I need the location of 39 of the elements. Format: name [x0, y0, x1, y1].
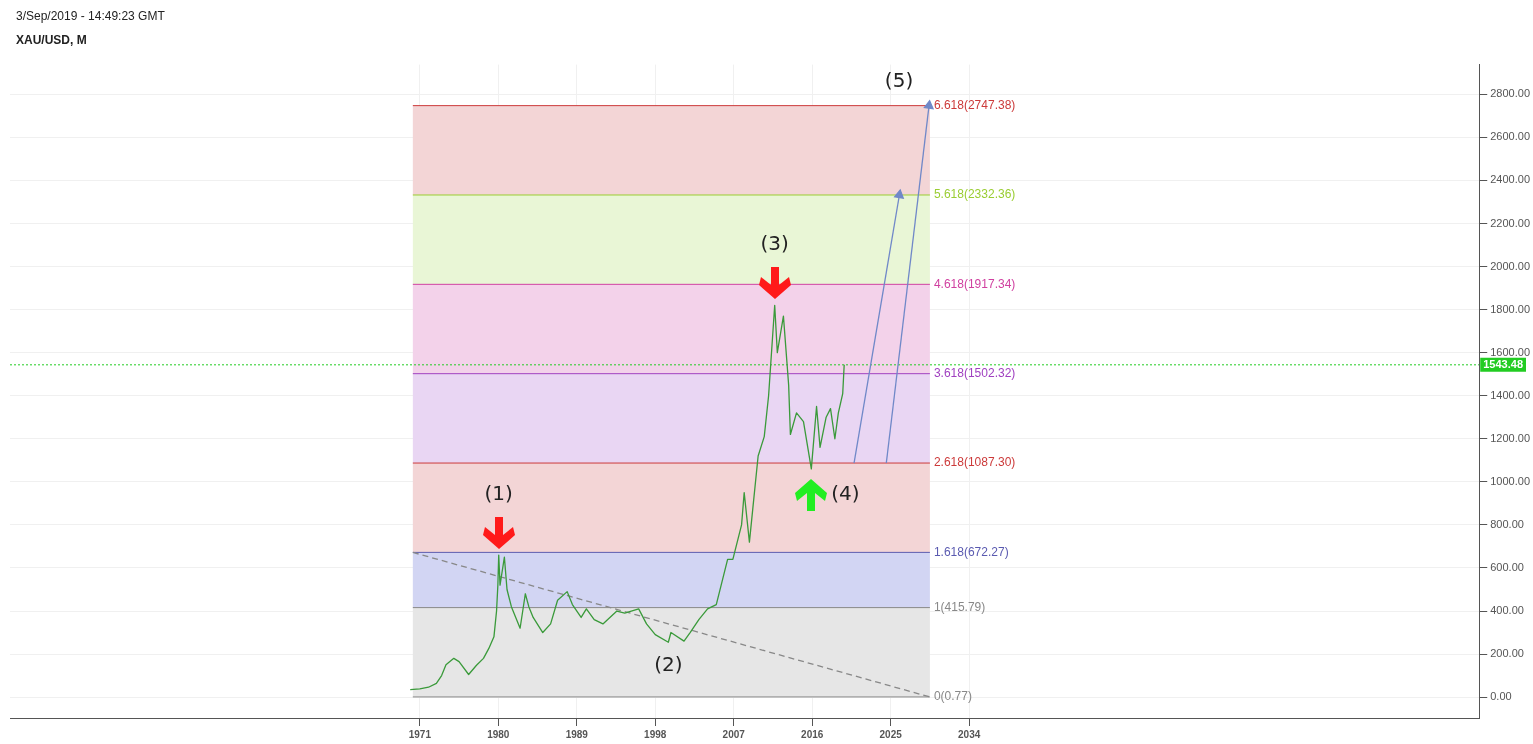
x-tick-label: 1989 [565, 728, 589, 740]
y-tick-label: 2200.00 [1490, 216, 1530, 229]
annotation: (5) [884, 67, 914, 92]
x-tick-label: 2007 [722, 728, 746, 740]
x-tick-label: 2025 [879, 728, 903, 740]
y-tick-label: 2800.00 [1490, 87, 1530, 100]
ref-line-label: 4.618(1917.34) [933, 276, 1016, 291]
y-tick-label: 0.00 [1490, 690, 1512, 703]
y-tick-label: 2000.00 [1490, 259, 1530, 272]
chart-title: 3/Sep/2019 - 14:49:23 GMT [16, 9, 165, 23]
ref-line-label: 1(415.79) [933, 599, 986, 614]
annotation: (3) [760, 231, 789, 256]
ref-line-label: 1543.48 [1483, 357, 1523, 370]
chart-subtitle: XAU/USD, M [16, 33, 87, 47]
y-tick-label: 2600.00 [1490, 130, 1530, 143]
x-tick-label: 2034 [958, 728, 981, 740]
x-tick-label: 1971 [408, 728, 432, 740]
y-tick-label: 1400.00 [1490, 388, 1530, 401]
y-tick-label: 800.00 [1490, 517, 1524, 530]
y-tick-label: 600.00 [1490, 560, 1524, 573]
ref-line-label: 1.618(672.27) [933, 544, 1009, 559]
ref-line-label: 6.618(2747.38) [933, 97, 1016, 112]
y-tick-label: 400.00 [1490, 604, 1524, 617]
y-tick-label: 2400.00 [1490, 173, 1530, 186]
y-tick-label: 1800.00 [1490, 302, 1530, 315]
ref-line-label: 3.618(1502.32) [933, 366, 1016, 380]
annotation: (4) [831, 481, 860, 506]
annotation: (2) [654, 652, 683, 677]
y-tick-label: 1600.00 [1490, 345, 1530, 358]
x-tick-label: 1998 [644, 728, 667, 740]
ref-line-label: 0(0.77) [933, 689, 972, 704]
x-tick-label: 1980 [487, 728, 510, 740]
x-tick-label: 2016 [801, 728, 824, 740]
ref-line-label: 5.618(2332.36) [933, 187, 1016, 202]
y-tick-label: 1200.00 [1490, 431, 1530, 444]
annotation: (1) [484, 481, 513, 506]
y-tick-label: 1000.00 [1490, 474, 1530, 487]
ref-line-label: 2.618(1087.30) [933, 455, 1016, 470]
y-tick-label: 200.00 [1490, 647, 1524, 660]
